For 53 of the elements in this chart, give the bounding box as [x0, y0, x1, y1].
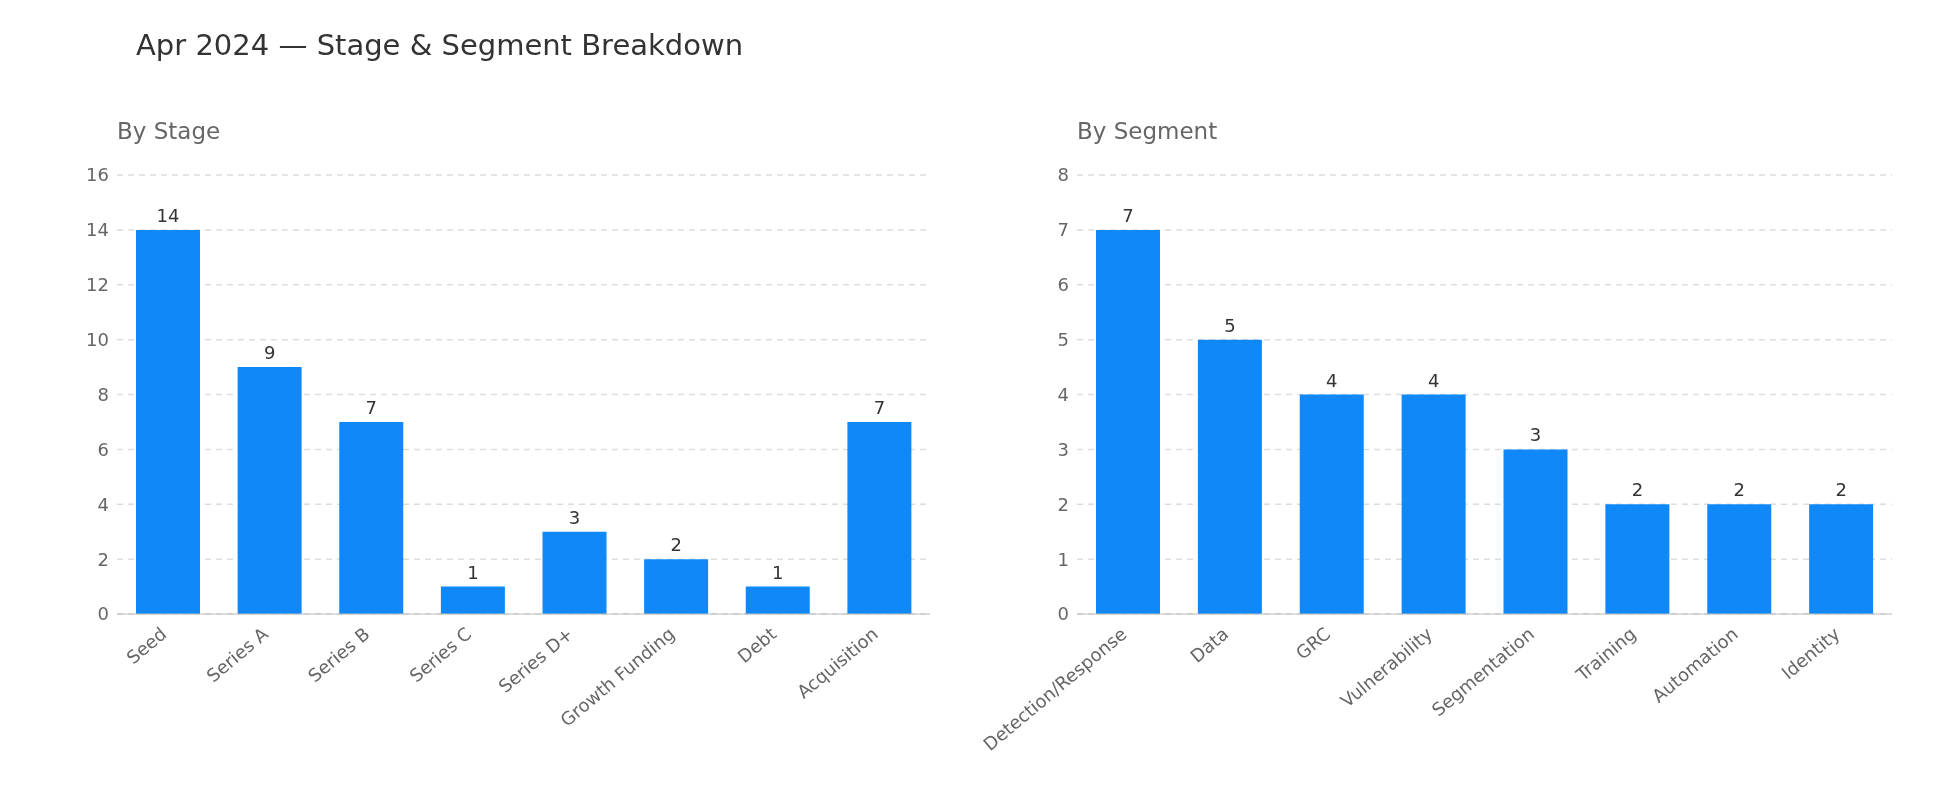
data-label: 3 [1529, 424, 1542, 446]
data-label: 5 [1224, 314, 1236, 336]
data-label: 7 [873, 396, 886, 418]
y-tick-label: 1 [1057, 548, 1069, 570]
bar [1197, 339, 1262, 614]
y-tick-label: 8 [1057, 164, 1069, 186]
y-tick-label: 6 [97, 438, 109, 460]
data-label: 7 [1122, 204, 1134, 226]
y-tick-label: 5 [1057, 329, 1069, 351]
bar [339, 421, 404, 614]
y-tick-label: 7 [1057, 219, 1069, 241]
data-label: 14 [156, 204, 180, 226]
y-tick-label: 0 [1057, 603, 1069, 625]
bar [440, 586, 505, 614]
chart-subtitle: By Stage [117, 118, 221, 144]
data-label: 4 [1427, 369, 1440, 391]
data-label: 2 [670, 534, 682, 556]
y-tick-label: 2 [97, 548, 109, 570]
bar [1096, 229, 1160, 614]
y-tick-label: 3 [1057, 438, 1069, 460]
bar [1605, 504, 1670, 614]
data-label: 3 [568, 506, 581, 528]
bar [1503, 449, 1568, 614]
data-label: 2 [1835, 479, 1847, 501]
y-tick-label: 2 [1057, 493, 1069, 515]
data-label: 4 [1326, 369, 1338, 391]
y-tick-label: 0 [97, 603, 109, 625]
data-label: 9 [263, 342, 276, 364]
y-tick-label: 12 [86, 274, 109, 296]
data-label: 2 [1631, 479, 1644, 501]
bar [237, 367, 302, 614]
y-tick-label: 8 [97, 383, 109, 405]
data-label: 1 [467, 561, 479, 583]
y-tick-label: 6 [1057, 274, 1069, 296]
y-tick-label: 16 [86, 164, 109, 186]
chart-subtitle: By Segment [1077, 118, 1218, 144]
bar [644, 559, 709, 614]
data-label: 1 [772, 561, 784, 583]
bar [745, 586, 810, 614]
y-tick-label: 14 [86, 219, 109, 241]
data-label: 7 [365, 396, 377, 418]
bar [136, 229, 200, 614]
bar [1401, 394, 1466, 614]
bar [1707, 504, 1772, 614]
bar [1299, 394, 1364, 614]
chart-title: Apr 2024 — Stage & Segment Breakdown [136, 28, 744, 62]
bar [542, 531, 607, 614]
bar [847, 421, 912, 614]
bar [1809, 504, 1874, 614]
y-tick-label: 4 [97, 493, 109, 515]
y-tick-label: 4 [1057, 383, 1069, 405]
data-label: 2 [1733, 479, 1745, 501]
y-tick-label: 10 [86, 329, 109, 351]
